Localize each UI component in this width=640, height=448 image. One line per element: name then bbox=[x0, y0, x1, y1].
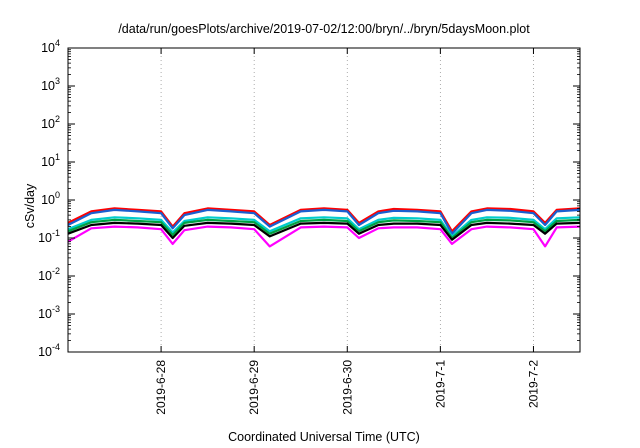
y-axis-label: cSv/day bbox=[23, 183, 37, 228]
y-tick-base: 10 bbox=[41, 41, 55, 55]
y-tick-exponent: -1 bbox=[52, 228, 60, 238]
series-line bbox=[67, 208, 581, 235]
y-tick-exponent: 1 bbox=[55, 152, 60, 162]
y-tick-base: 10 bbox=[38, 269, 52, 283]
y-tick-base: 10 bbox=[38, 231, 52, 245]
chart-title: /data/run/goesPlots/archive/2019-07-02/1… bbox=[118, 22, 530, 36]
y-tick-base: 10 bbox=[41, 193, 55, 207]
x-tick-label: 2019-7-2 bbox=[526, 360, 540, 408]
y-tick-exponent: -3 bbox=[52, 304, 60, 314]
y-tick-exponent: 3 bbox=[55, 76, 60, 86]
y-tick-label: 102 bbox=[41, 114, 60, 131]
series-line bbox=[67, 218, 581, 240]
y-tick-label: 10-3 bbox=[38, 304, 60, 321]
y-tick-exponent: -4 bbox=[52, 342, 60, 352]
y-tick-base: 10 bbox=[38, 307, 52, 321]
y-tick-base: 10 bbox=[41, 79, 55, 93]
y-tick-label: 103 bbox=[41, 76, 60, 93]
y-tick-exponent: -2 bbox=[52, 266, 60, 276]
y-tick-label: 10-1 bbox=[38, 228, 60, 245]
y-tick-label: 10-2 bbox=[38, 266, 60, 283]
y-tick-label: 101 bbox=[41, 152, 60, 169]
y-tick-label: 104 bbox=[41, 38, 60, 55]
series-line bbox=[67, 225, 581, 248]
x-tick-label: 2019-6-30 bbox=[340, 360, 354, 415]
x-tick-label: 2019-6-29 bbox=[247, 360, 261, 415]
x-tick-label: 2019-6-28 bbox=[154, 360, 168, 415]
y-tick-base: 10 bbox=[38, 345, 52, 359]
y-tick-exponent: 0 bbox=[55, 190, 60, 200]
series-line bbox=[67, 221, 581, 241]
y-tick-label: 10-4 bbox=[38, 342, 60, 359]
y-tick-base: 10 bbox=[41, 117, 55, 131]
series-line bbox=[67, 216, 581, 238]
y-tick-base: 10 bbox=[41, 155, 55, 169]
y-tick-exponent: 2 bbox=[55, 114, 60, 124]
plot-frame bbox=[67, 47, 581, 353]
x-axis-label: Coordinated Universal Time (UTC) bbox=[228, 430, 420, 444]
y-tick-label: 100 bbox=[41, 190, 60, 207]
x-tick-label: 2019-7-1 bbox=[433, 360, 447, 408]
y-tick-exponent: 4 bbox=[55, 38, 60, 48]
